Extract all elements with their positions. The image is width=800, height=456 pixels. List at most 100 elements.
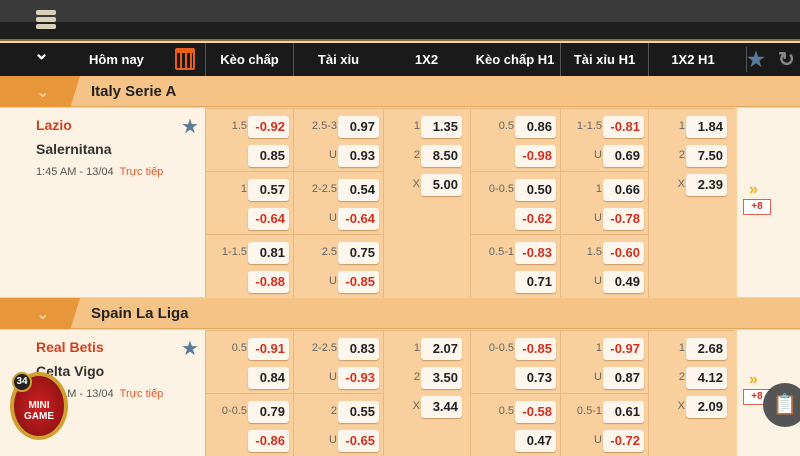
- market-kc: 1.5 -0.92 0.85 1 0.57 -0.64 1-1.5 0.81 -0.88: [205, 108, 293, 297]
- league-header[interactable]: ⌄ Spain La Liga: [0, 298, 800, 329]
- odds-pair: -0.86: [206, 430, 293, 452]
- today-label[interactable]: Hôm nay: [89, 52, 144, 67]
- odds-pair: 1.5 -0.92: [206, 116, 293, 138]
- col-1x2: 1X2: [414, 52, 439, 67]
- odds-button[interactable]: 0.97: [338, 116, 379, 138]
- odds-button[interactable]: 2.39: [686, 174, 727, 196]
- outcome-label: 2: [678, 149, 685, 161]
- odds-button[interactable]: -0.72: [603, 430, 644, 452]
- more-markets[interactable]: » +8: [737, 108, 800, 297]
- league-name: Spain La Liga: [91, 305, 189, 322]
- odds-button[interactable]: 0.54: [338, 179, 379, 201]
- menu-icon[interactable]: [36, 10, 56, 32]
- odds-button[interactable]: 2.68: [686, 338, 727, 360]
- odds-pair: 2-2.5 0.54: [294, 179, 383, 201]
- odds-pair: 0.71: [471, 271, 560, 293]
- line-label: 1-1.5: [576, 120, 602, 132]
- line-label: U: [594, 371, 602, 383]
- calendar-icon[interactable]: [175, 48, 195, 70]
- odds-button[interactable]: 1.84: [686, 116, 727, 138]
- odds-pair: 0.5-1 -0.83: [471, 242, 560, 264]
- odds-button[interactable]: -0.62: [515, 208, 556, 230]
- odds-button[interactable]: -0.92: [248, 116, 289, 138]
- live-link[interactable]: Trực tiếp: [119, 166, 164, 178]
- odds-button[interactable]: 0.71: [515, 271, 556, 293]
- outcome-label: 2: [413, 371, 420, 383]
- outcome-label: 1: [413, 120, 420, 132]
- odds-button[interactable]: 0.73: [515, 367, 556, 389]
- double-chevron-right-icon[interactable]: »: [749, 180, 758, 198]
- chevron-down-icon[interactable]: ⌄: [36, 84, 50, 101]
- line-label: 1.5: [231, 120, 247, 132]
- odds-pair: 2-2.5 0.83: [294, 338, 383, 360]
- odds-button[interactable]: 0.83: [338, 338, 379, 360]
- bet-history-icon[interactable]: 📋: [763, 383, 800, 427]
- odds-pair: X 5.00: [384, 174, 470, 196]
- odds-button[interactable]: -0.83: [515, 242, 556, 264]
- odds-button[interactable]: -0.86: [248, 430, 289, 452]
- odds-button[interactable]: 0.85: [248, 145, 289, 167]
- favorite-star-icon[interactable]: ★: [181, 116, 199, 138]
- odds-button[interactable]: 3.50: [421, 367, 462, 389]
- league-tab: [0, 76, 80, 107]
- favorites-star-icon[interactable]: ★: [746, 47, 765, 72]
- line-label: 1: [595, 183, 602, 195]
- odds-button[interactable]: 0.84: [248, 367, 289, 389]
- odds-button[interactable]: -0.60: [603, 242, 644, 264]
- favorite-star-icon[interactable]: ★: [181, 338, 199, 360]
- odds-button[interactable]: 2.09: [686, 396, 727, 418]
- odds-button[interactable]: 0.69: [603, 145, 644, 167]
- odds-button[interactable]: 0.49: [603, 271, 644, 293]
- line-label: 2.5-3: [311, 120, 337, 132]
- odds-button[interactable]: -0.81: [603, 116, 644, 138]
- odds-button[interactable]: 0.57: [248, 179, 289, 201]
- live-link[interactable]: Trực tiếp: [119, 388, 164, 400]
- odds-button[interactable]: 0.75: [338, 242, 379, 264]
- odds-button[interactable]: 3.44: [421, 396, 462, 418]
- odds-button[interactable]: 5.00: [421, 174, 462, 196]
- market-kch1: 0.5 0.86 -0.98 0-0.5 0.50 -0.62 0.5-1 -0.83 0.71: [470, 108, 560, 297]
- odds-button[interactable]: -0.78: [603, 208, 644, 230]
- chevron-down-icon[interactable]: ⌄: [36, 306, 50, 323]
- odds-button[interactable]: 0.61: [603, 401, 644, 423]
- line-label: 0-0.5: [488, 342, 514, 354]
- odds-button[interactable]: -0.91: [248, 338, 289, 360]
- odds-button[interactable]: 0.87: [603, 367, 644, 389]
- odds-button[interactable]: -0.64: [338, 208, 379, 230]
- odds-button[interactable]: -0.64: [248, 208, 289, 230]
- odds-button[interactable]: 7.50: [686, 145, 727, 167]
- double-chevron-right-icon[interactable]: »: [749, 371, 758, 388]
- odds-button[interactable]: 0.66: [603, 179, 644, 201]
- odds-button[interactable]: 0.55: [338, 401, 379, 423]
- odds-button[interactable]: -0.58: [515, 401, 556, 423]
- odds-button[interactable]: 1.35: [421, 116, 462, 138]
- mini-game-button[interactable]: 34 MINI GAME: [10, 372, 68, 440]
- odds-button[interactable]: 8.50: [421, 145, 462, 167]
- odds-row: 1-1.5 -0.81 U 0.69: [561, 108, 648, 171]
- odds-button[interactable]: 0.81: [248, 242, 289, 264]
- odds-button[interactable]: 2.07: [421, 338, 462, 360]
- more-count[interactable]: +8: [743, 198, 771, 215]
- odds-button[interactable]: -0.98: [515, 145, 556, 167]
- odds-button[interactable]: 4.12: [686, 367, 727, 389]
- odds-pair: -0.98: [471, 145, 560, 167]
- odds-row: 2.5-3 0.97 U 0.93: [294, 108, 383, 171]
- odds-button[interactable]: 0.79: [248, 401, 289, 423]
- odds-button[interactable]: 0.50: [515, 179, 556, 201]
- odds-button[interactable]: 0.93: [338, 145, 379, 167]
- outcome-label: 1: [678, 120, 685, 132]
- odds-button[interactable]: -0.88: [248, 271, 289, 293]
- collapse-all-icon[interactable]: ⌄: [34, 43, 50, 63]
- odds-button[interactable]: -0.85: [338, 271, 379, 293]
- odds-button[interactable]: 0.86: [515, 116, 556, 138]
- league-header[interactable]: ⌄ Italy Serie A: [0, 76, 800, 107]
- line-label: U: [329, 275, 337, 287]
- odds-button[interactable]: -0.65: [338, 430, 379, 452]
- refresh-icon[interactable]: ↻: [778, 49, 795, 71]
- line-label: 0-0.5: [221, 405, 247, 417]
- odds-button[interactable]: 0.47: [515, 430, 556, 452]
- odds-button[interactable]: -0.85: [515, 338, 556, 360]
- odds-button[interactable]: -0.93: [338, 367, 379, 389]
- odds-button[interactable]: -0.97: [603, 338, 644, 360]
- match-teams[interactable]: Lazio Salernitana 1:45 AM - 13/04 Trực tiếp…: [0, 108, 205, 297]
